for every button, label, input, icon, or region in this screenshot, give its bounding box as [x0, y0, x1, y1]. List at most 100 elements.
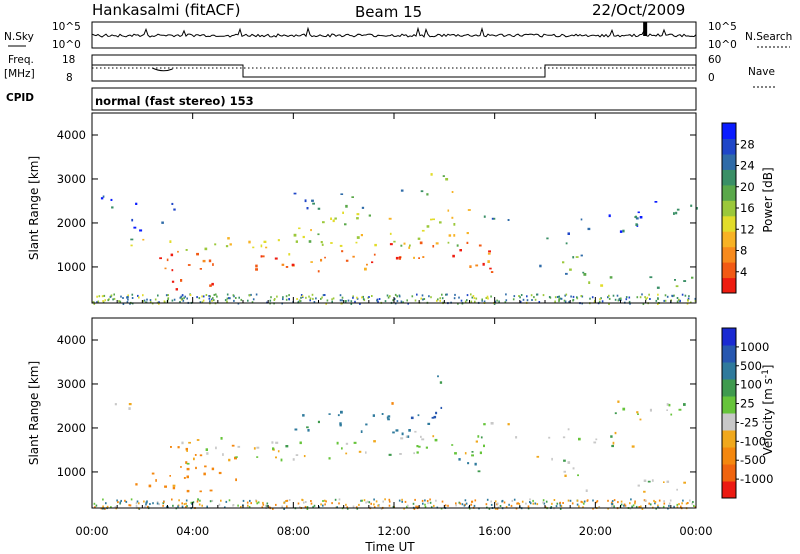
power-cell — [285, 298, 288, 301]
power-cell — [389, 243, 393, 246]
power-cell — [260, 244, 263, 248]
velocity-cell — [162, 502, 165, 505]
velocity-cell — [479, 451, 482, 455]
velocity-cell — [617, 501, 619, 504]
velocity-cell — [559, 507, 562, 510]
velocity-cell — [268, 506, 271, 509]
power-cell — [475, 297, 478, 300]
velocity-cell — [104, 507, 106, 510]
power-cell — [538, 301, 541, 303]
velocity-cell — [455, 504, 457, 507]
velocity-cell — [387, 415, 391, 418]
velocity-cell — [613, 505, 615, 508]
velocity-y-tick-label: 1000 — [57, 465, 86, 479]
power-cell — [270, 296, 272, 299]
velocity-cell — [266, 502, 269, 505]
velocity-cell — [592, 499, 594, 502]
velocity-cell — [302, 414, 305, 417]
velocity-colorbar-swatch — [722, 413, 736, 431]
power-cell — [263, 240, 267, 243]
power-cell — [377, 300, 379, 303]
power-cell — [470, 300, 473, 303]
velocity-cell — [346, 507, 349, 510]
velocity-cell — [180, 466, 182, 468]
velocity-cell — [116, 499, 118, 502]
velocity-cell — [468, 507, 471, 510]
power-cell — [226, 297, 229, 300]
velocity-cell — [655, 507, 657, 510]
power-cell — [694, 297, 697, 300]
power-cell — [186, 297, 188, 300]
power-colorbar-swatch — [722, 231, 736, 248]
power-cell — [576, 296, 578, 299]
velocity-cell — [196, 439, 200, 441]
power-cell — [655, 299, 658, 302]
power-colorbar-swatch — [722, 246, 736, 263]
power-cell — [161, 221, 164, 224]
velocity-cell — [435, 411, 438, 415]
power-cell — [341, 250, 344, 253]
velocity-cell — [340, 410, 343, 414]
velocity-cell — [253, 447, 256, 450]
power-cell — [396, 300, 399, 303]
velocity-cell — [312, 506, 314, 509]
velocity-cell — [237, 445, 241, 448]
power-cell — [199, 301, 202, 304]
power-cell — [481, 298, 483, 301]
nsky-spike — [643, 22, 648, 36]
power-cell — [260, 255, 263, 258]
velocity-cell — [687, 502, 689, 504]
velocity-cell — [370, 502, 372, 505]
power-cell — [216, 295, 218, 298]
velocity-cell — [505, 506, 508, 508]
velocity-cell — [620, 500, 623, 503]
velocity-cell — [693, 504, 695, 507]
velocity-cell — [228, 499, 231, 502]
velocity-cell — [156, 501, 159, 504]
power-cell — [311, 293, 314, 296]
velocity-cell — [206, 505, 208, 508]
velocity-cell — [668, 502, 671, 505]
velocity-cell — [292, 458, 295, 461]
power-cell — [362, 298, 365, 301]
velocity-colorbar-swatch — [722, 362, 736, 380]
velocity-cell — [145, 503, 147, 506]
power-cell — [288, 253, 291, 256]
velocity-cell — [275, 503, 277, 506]
velocity-cell — [473, 504, 476, 507]
velocity-cell — [355, 506, 358, 509]
power-cell — [127, 294, 129, 297]
velocity-cell — [199, 454, 203, 457]
power-cell — [187, 264, 191, 266]
velocity-cell — [485, 503, 488, 506]
velocity-cell — [634, 502, 636, 505]
power-cell — [101, 295, 104, 298]
velocity-cell — [101, 507, 104, 510]
power-cell — [281, 263, 285, 266]
velocity-cell — [388, 453, 392, 456]
power-cell — [285, 295, 288, 298]
power-cell — [215, 293, 217, 296]
velocity-cell — [424, 503, 426, 506]
velocity-cell — [114, 403, 117, 406]
velocity-cell — [235, 478, 237, 482]
power-cell — [447, 241, 450, 244]
velocity-colorbar-tick-label: 25 — [740, 397, 755, 411]
velocity-cell — [607, 499, 609, 502]
velocity-cell — [680, 505, 682, 508]
power-cell — [466, 232, 469, 235]
velocity-cell — [673, 505, 675, 508]
velocity-cell — [431, 416, 435, 419]
velocity-cell — [413, 452, 415, 455]
power-cell — [393, 298, 396, 300]
velocity-cell — [337, 414, 340, 417]
power-cell — [560, 297, 563, 300]
power-cell — [298, 227, 301, 230]
power-cell — [214, 243, 217, 246]
velocity-cell — [653, 499, 655, 502]
power-cell — [233, 299, 235, 302]
velocity-cell — [320, 503, 322, 506]
power-cell — [177, 250, 179, 253]
power-cell — [505, 299, 508, 302]
velocity-cell — [102, 498, 104, 501]
